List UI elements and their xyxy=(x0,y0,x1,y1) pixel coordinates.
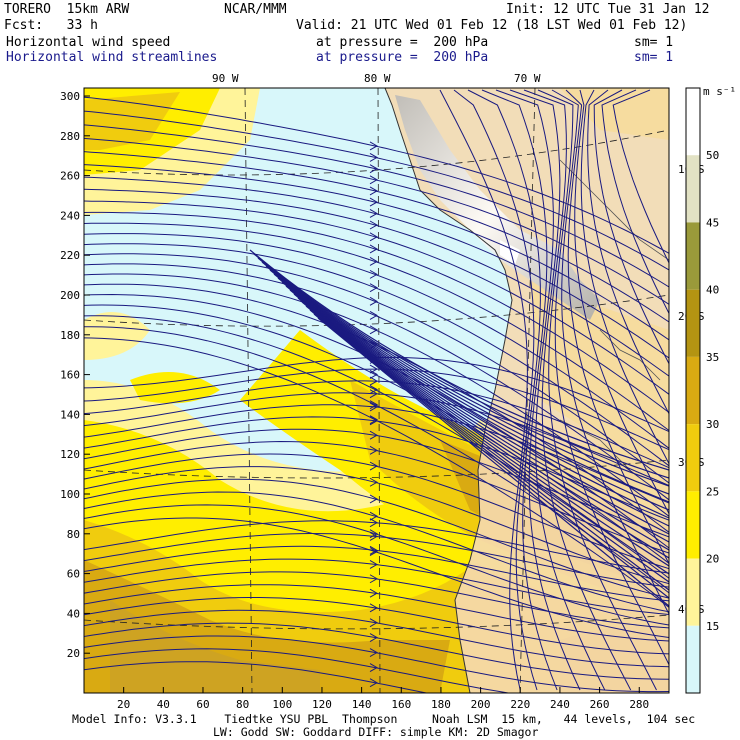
colorbar-swatch xyxy=(686,356,700,425)
x-tick-label: 200 xyxy=(471,698,491,711)
y-tick-label: 140 xyxy=(60,408,80,421)
x-tick-label: 100 xyxy=(272,698,292,711)
x-tick-label: 160 xyxy=(391,698,411,711)
forecast-hour: Fcst: 33 h xyxy=(4,18,98,33)
y-tick-label: 300 xyxy=(60,90,80,103)
colorbar-label: 30 xyxy=(706,418,719,431)
colorbar-swatch xyxy=(686,88,700,156)
valid-time: Valid: 21 UTC Wed 01 Feb 12 (18 LST Wed … xyxy=(296,18,688,33)
y-tick-label: 180 xyxy=(60,329,80,342)
colorbar-swatch xyxy=(686,558,700,626)
y-axis: 20 40 60 80 100 120 140 160 180 200 220 240 260 280 30… xyxy=(60,90,90,660)
y-tick-label: 220 xyxy=(60,249,80,262)
smoothing-1: sm= 1 xyxy=(634,35,674,50)
x-tick-label: 20 xyxy=(117,698,130,711)
colorbar-swatch xyxy=(686,625,700,693)
lon-label-70w: 70 W xyxy=(514,72,541,85)
y-tick-label: 280 xyxy=(60,130,80,143)
x-tick-label: 260 xyxy=(590,698,610,711)
field-streamlines: Horizontal wind streamlines xyxy=(6,50,218,65)
colorbar-swatch xyxy=(686,289,700,357)
x-tick-label: 220 xyxy=(510,698,530,711)
colorbar-swatch xyxy=(686,222,700,290)
y-tick-label: 120 xyxy=(60,448,80,461)
lon-label-90w: 90 W xyxy=(212,72,239,85)
colorbar-label: 45 xyxy=(706,216,719,229)
colorbar-label: 25 xyxy=(706,485,719,498)
colorbar-swatch xyxy=(686,424,700,492)
model-name: TORERO 15km ARW xyxy=(4,2,130,17)
field-wind-speed: Horizontal wind speed xyxy=(6,35,171,50)
init-time: Init: 12 UTC Tue 31 Jan 12 xyxy=(506,2,710,17)
x-tick-label: 60 xyxy=(196,698,209,711)
y-tick-label: 20 xyxy=(67,647,80,660)
pressure-level-1: at pressure = 200 hPa xyxy=(316,35,489,50)
y-tick-label: 160 xyxy=(60,369,80,382)
organization: NCAR/MMM xyxy=(224,2,287,17)
footer-physics: LW: Godd SW: Goddard DIFF: simple KM: 2D… xyxy=(213,725,539,739)
colorbar-label: 35 xyxy=(706,351,719,364)
x-tick-label: 180 xyxy=(431,698,451,711)
x-tick-label: 40 xyxy=(157,698,170,711)
x-tick-label: 140 xyxy=(352,698,372,711)
colorbar-label: 20 xyxy=(706,553,719,566)
colorbar-unit: m s⁻¹ xyxy=(703,85,736,98)
y-tick-label: 260 xyxy=(60,170,80,183)
coastline xyxy=(384,88,513,693)
y-tick-label: 60 xyxy=(67,568,80,581)
y-tick-label: 80 xyxy=(67,528,80,541)
colorbar-swatch xyxy=(686,491,700,559)
y-tick-label: 240 xyxy=(60,209,80,222)
x-tick-label: 240 xyxy=(550,698,570,711)
plot-frame xyxy=(83,87,670,694)
y-tick-label: 100 xyxy=(60,488,80,501)
plot-area xyxy=(84,88,669,693)
pressure-level-2: at pressure = 200 hPa xyxy=(316,50,489,65)
x-tick-label: 80 xyxy=(236,698,249,711)
colorbar-label: 50 xyxy=(706,149,719,162)
smoothing-2: sm= 1 xyxy=(634,50,674,65)
x-axis: 20 40 60 80 100 120 140 160 180 200 220 240 260 280 xyxy=(117,687,649,711)
y-tick-label: 200 xyxy=(60,289,80,302)
lon-label-80w: 80 W xyxy=(364,72,391,85)
y-tick-label: 40 xyxy=(67,607,80,620)
streamlines xyxy=(84,89,669,693)
andes-shading xyxy=(395,95,600,320)
x-tick-label: 280 xyxy=(629,698,649,711)
colorbar-label: 40 xyxy=(706,284,719,297)
colorbar: 50 45 40 35 30 25 20 15 xyxy=(685,87,719,694)
x-tick-label: 120 xyxy=(312,698,332,711)
footer-model-info: Model Info: V3.3.1 Tiedtke YSU PBL Thomp… xyxy=(72,712,696,726)
colorbar-label: 15 xyxy=(706,620,719,633)
colorbar-swatch xyxy=(686,155,700,223)
